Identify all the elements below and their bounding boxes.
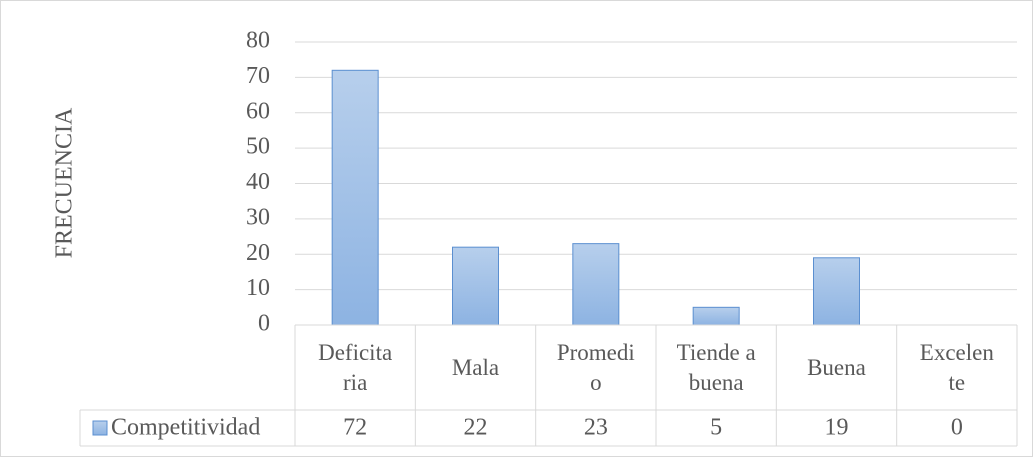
legend-label: Competitividad <box>111 415 260 441</box>
x-tick-text: Tiende a buena <box>676 339 756 395</box>
y-tick-label: 30 <box>246 204 270 230</box>
x-tick-text: Deficitaria <box>318 339 393 395</box>
table-value: 19 <box>825 415 849 441</box>
y-tick-label: 40 <box>246 169 270 195</box>
x-tick-label: Deficitaria <box>295 325 415 410</box>
x-tick-text: Promedio <box>556 339 635 395</box>
y-tick-label: 60 <box>246 98 270 124</box>
x-tick-label: Buena <box>776 325 896 410</box>
bar <box>331 69 379 326</box>
table-value: 5 <box>710 415 722 441</box>
bar <box>572 243 620 326</box>
y-tick-label: 50 <box>246 134 270 160</box>
legend-key <box>92 420 108 436</box>
bar <box>692 306 740 326</box>
x-tick-label: Excelente <box>897 325 1017 410</box>
y-tick-label: 70 <box>246 63 270 89</box>
table-value: 0 <box>951 415 963 441</box>
bar <box>813 257 860 326</box>
table-value: 23 <box>584 415 608 441</box>
x-tick-text: Mala <box>451 354 500 380</box>
table-value: 72 <box>343 415 367 441</box>
y-tick-label: 10 <box>246 275 270 301</box>
x-tick-text: Buena <box>807 354 866 380</box>
y-tick-label: 20 <box>246 240 270 266</box>
x-tick-label: Mala <box>415 325 535 410</box>
table-value: 22 <box>464 415 488 441</box>
x-tick-label: Promedio <box>536 325 656 410</box>
x-tick-text: Excelente <box>919 339 994 395</box>
y-axis-title: FRECUENCIA <box>52 107 78 258</box>
bar <box>452 246 499 326</box>
x-tick-label: Tiende a buena <box>656 325 776 410</box>
y-tick-label: 0 <box>258 311 270 337</box>
y-tick-label: 80 <box>246 28 270 54</box>
